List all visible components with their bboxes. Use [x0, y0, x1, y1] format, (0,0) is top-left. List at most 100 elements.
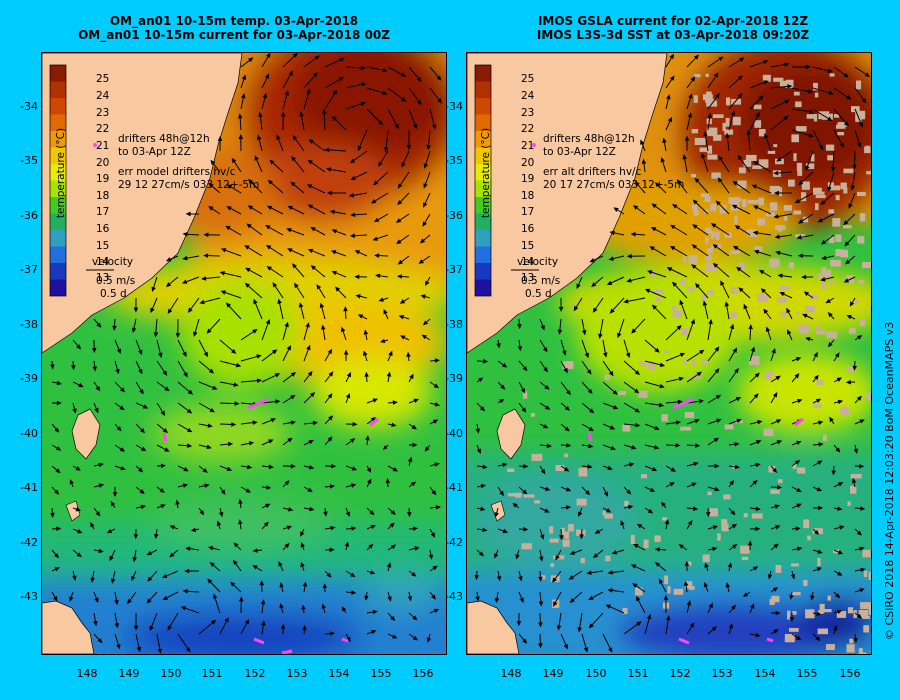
current-vector	[429, 358, 441, 363]
current-vector	[833, 444, 841, 453]
current-vector	[93, 633, 103, 644]
cloud-pixel	[792, 464, 797, 470]
current-vector	[395, 213, 410, 223]
current-vector	[605, 604, 625, 614]
current-vector	[364, 591, 369, 601]
lat-label: -42	[20, 536, 38, 549]
lat-label: -40	[20, 427, 38, 440]
lon-label: 152	[244, 667, 266, 680]
current-vector	[303, 344, 311, 362]
current-vector	[712, 262, 730, 278]
current-vector	[854, 335, 863, 341]
current-vector	[694, 177, 709, 194]
current-vector	[631, 318, 646, 334]
cloud-pixel	[688, 255, 698, 264]
cloud-pixel	[707, 145, 713, 154]
current-vector	[661, 501, 667, 509]
current-vector	[644, 423, 660, 431]
current-vector	[707, 546, 718, 552]
current-vector	[620, 520, 625, 530]
cloud-pixel	[672, 310, 683, 318]
current-vector	[180, 606, 200, 614]
cloud-pixel	[661, 414, 668, 422]
current-vector	[187, 297, 200, 313]
current-vector	[92, 360, 98, 372]
current-vector	[494, 591, 500, 604]
cloud-pixel	[730, 250, 741, 255]
current-vector	[812, 611, 822, 616]
current-vector	[707, 318, 713, 341]
cloud-pixel	[849, 638, 854, 644]
colorbar	[49, 64, 67, 297]
current-vector	[93, 483, 105, 488]
current-vector	[644, 486, 656, 492]
current-vector	[691, 264, 709, 278]
current-vector	[770, 504, 781, 509]
cloud-pixel	[833, 114, 840, 118]
current-vector	[326, 190, 347, 196]
cloud-pixel	[747, 199, 758, 204]
current-vector	[208, 205, 221, 215]
current-vector	[728, 544, 738, 551]
current-vector	[177, 360, 188, 378]
current-vector	[707, 368, 720, 383]
cloud-pixel	[793, 210, 802, 215]
current-vector	[732, 245, 751, 257]
current-vector	[322, 583, 328, 593]
cloud-pixel	[521, 543, 532, 550]
current-vector	[387, 350, 393, 362]
current-vector	[732, 180, 751, 194]
current-vector	[789, 612, 795, 623]
cloud-pixel	[686, 286, 695, 291]
current-vector	[650, 227, 667, 236]
current-vector	[366, 609, 378, 615]
lon-label: 153	[286, 667, 308, 680]
current-vector	[728, 323, 735, 341]
current-vector	[686, 519, 693, 530]
current-vector	[287, 248, 305, 257]
cloud-pixel	[770, 489, 780, 494]
current-vector	[366, 478, 372, 488]
current-vector	[558, 297, 564, 312]
current-vector	[272, 282, 284, 299]
current-vector	[406, 507, 412, 518]
current-vector	[613, 207, 625, 215]
current-vector	[387, 66, 407, 77]
current-vector	[387, 400, 398, 405]
current-vector	[165, 255, 179, 262]
lat-label: -36	[20, 209, 38, 222]
current-vector	[366, 524, 376, 530]
left-title-line2: OM_an01 10-15m current for 03-Apr-2018 0…	[78, 28, 390, 42]
cloud-pixel	[768, 465, 776, 473]
colorbar-swatch	[475, 164, 491, 181]
current-vector	[632, 583, 646, 593]
current-vector	[749, 506, 761, 512]
cloud-pixel	[769, 186, 780, 195]
current-vector	[93, 507, 101, 517]
err-line2: 29 12 27cm/s 033 12+-5m	[118, 179, 259, 191]
legend-text: drifters 48h@12h to 03-Apr 12Z err model…	[86, 133, 259, 300]
current-vector	[717, 177, 730, 194]
colorbar-tick: 13	[521, 272, 534, 284]
current-vector	[538, 570, 543, 582]
current-vector	[226, 184, 242, 194]
cloud-pixel	[856, 80, 862, 90]
cloud-pixel	[775, 158, 784, 165]
colorbar-swatch	[475, 65, 491, 82]
drifter-tracks	[532, 143, 804, 645]
current-vector	[494, 507, 499, 518]
current-vector	[798, 171, 814, 186]
current-vector	[233, 542, 242, 551]
current-vector	[644, 339, 660, 353]
current-vector	[812, 505, 824, 511]
current-vector	[623, 402, 641, 413]
current-vector	[407, 591, 413, 602]
lon-label: 155	[796, 667, 818, 680]
cloud-pixel	[635, 587, 643, 596]
current-vector	[749, 603, 755, 614]
current-vector	[833, 549, 844, 555]
cloud-pixel	[863, 570, 868, 577]
current-vector	[609, 297, 625, 314]
current-vector	[576, 276, 583, 289]
current-vector	[378, 297, 389, 302]
